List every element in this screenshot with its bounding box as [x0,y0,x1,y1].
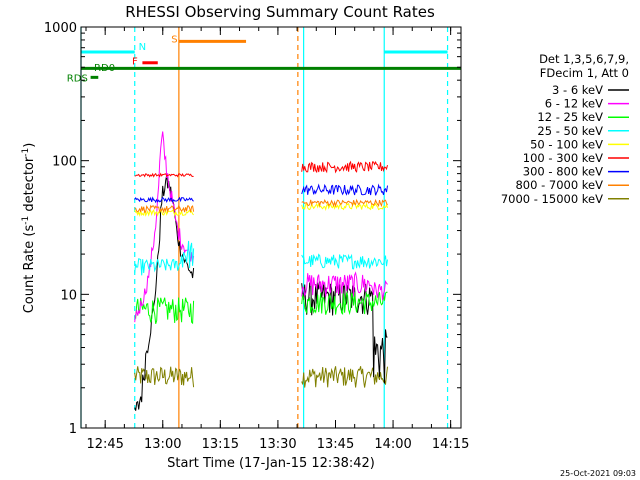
x-tick-label-0: 12:45 [86,437,123,452]
series-7-line [134,198,388,214]
x-tick-label-5: 14:00 [374,437,411,452]
series-8 [134,366,388,388]
legend-label-6: 300 - 800 keV [523,165,603,179]
flag-label-2: S [171,35,177,46]
series-0 [134,175,388,411]
y-tick-label-3: 1000 [44,21,77,36]
legend-header-line-2: FDecim 1, Att 0 [540,66,629,80]
x-tick-label-3: 13:30 [259,437,296,452]
flag-label-4: RD0 [94,63,115,74]
legend-label-7: 800 - 7000 keV [515,178,603,192]
legend-label-3: 25 - 50 keV [537,124,603,138]
tick-layer: 1 10 100 1000 12:45 13:00 13:15 13:30 13:45 14:00… [44,21,469,452]
series-2-line [134,291,388,325]
timestamp: 25-Oct-2021 09:03 [560,469,636,478]
series-6 [134,183,388,204]
series-layer [134,131,388,411]
legend-header-line-1: Det 1,3,5,6,7,9, [539,52,629,66]
y-axis-label-pre: Count Rate (s [22,225,37,314]
series-5-line [134,160,388,178]
axes-layer [80,26,462,429]
plot-frame [80,26,462,429]
flag-label-3: F [132,57,138,68]
series-1-line [134,131,388,323]
y-axis-label-close: ) [22,143,37,148]
y-axis-label-sup2: -1 [21,148,31,157]
y-tick-label-1: 10 [60,288,77,303]
legend-label-0: 3 - 6 keV [552,83,603,97]
flag-label-0: N [139,42,146,53]
y-tick-label-2: 100 [52,155,77,170]
x-tick-label-4: 13:45 [317,437,354,452]
y-axis-label: Count Rate (s-1 detector-1) [21,143,37,314]
series-3-line [134,240,388,276]
series-2 [134,291,388,325]
flag-layer: N S F RD0 RDS [67,27,461,428]
series-5 [134,160,388,178]
series-0-line [134,175,388,411]
y-axis-label-mid: detector [22,156,37,216]
y-axis-label-sup: -1 [21,216,31,225]
legend-label-1: 6 - 12 keV [545,97,603,111]
series-8-line [134,366,388,388]
x-tick-label-2: 13:15 [202,437,239,452]
series-3 [134,240,388,276]
series-1 [134,131,388,323]
legend-label-2: 12 - 25 keV [537,110,603,124]
legend-label-4: 50 - 100 keV [530,137,603,151]
series-4 [134,201,388,217]
x-tick-label-1: 13:00 [144,437,181,452]
y-tick-label-0: 1 [69,422,77,437]
chart-title: RHESSI Observing Summary Count Rates [125,3,435,21]
series-4-line [134,201,388,217]
series-6-line [134,183,388,204]
x-tick-label-6: 14:15 [432,437,469,452]
x-axis-label: Start Time (17-Jan-15 12:38:42) [167,456,375,471]
flag-label-5: RDS [67,73,88,84]
series-7 [134,198,388,214]
legend-label-8: 7000 - 15000 keV [501,192,603,206]
legend-label-5: 100 - 300 keV [523,151,603,165]
